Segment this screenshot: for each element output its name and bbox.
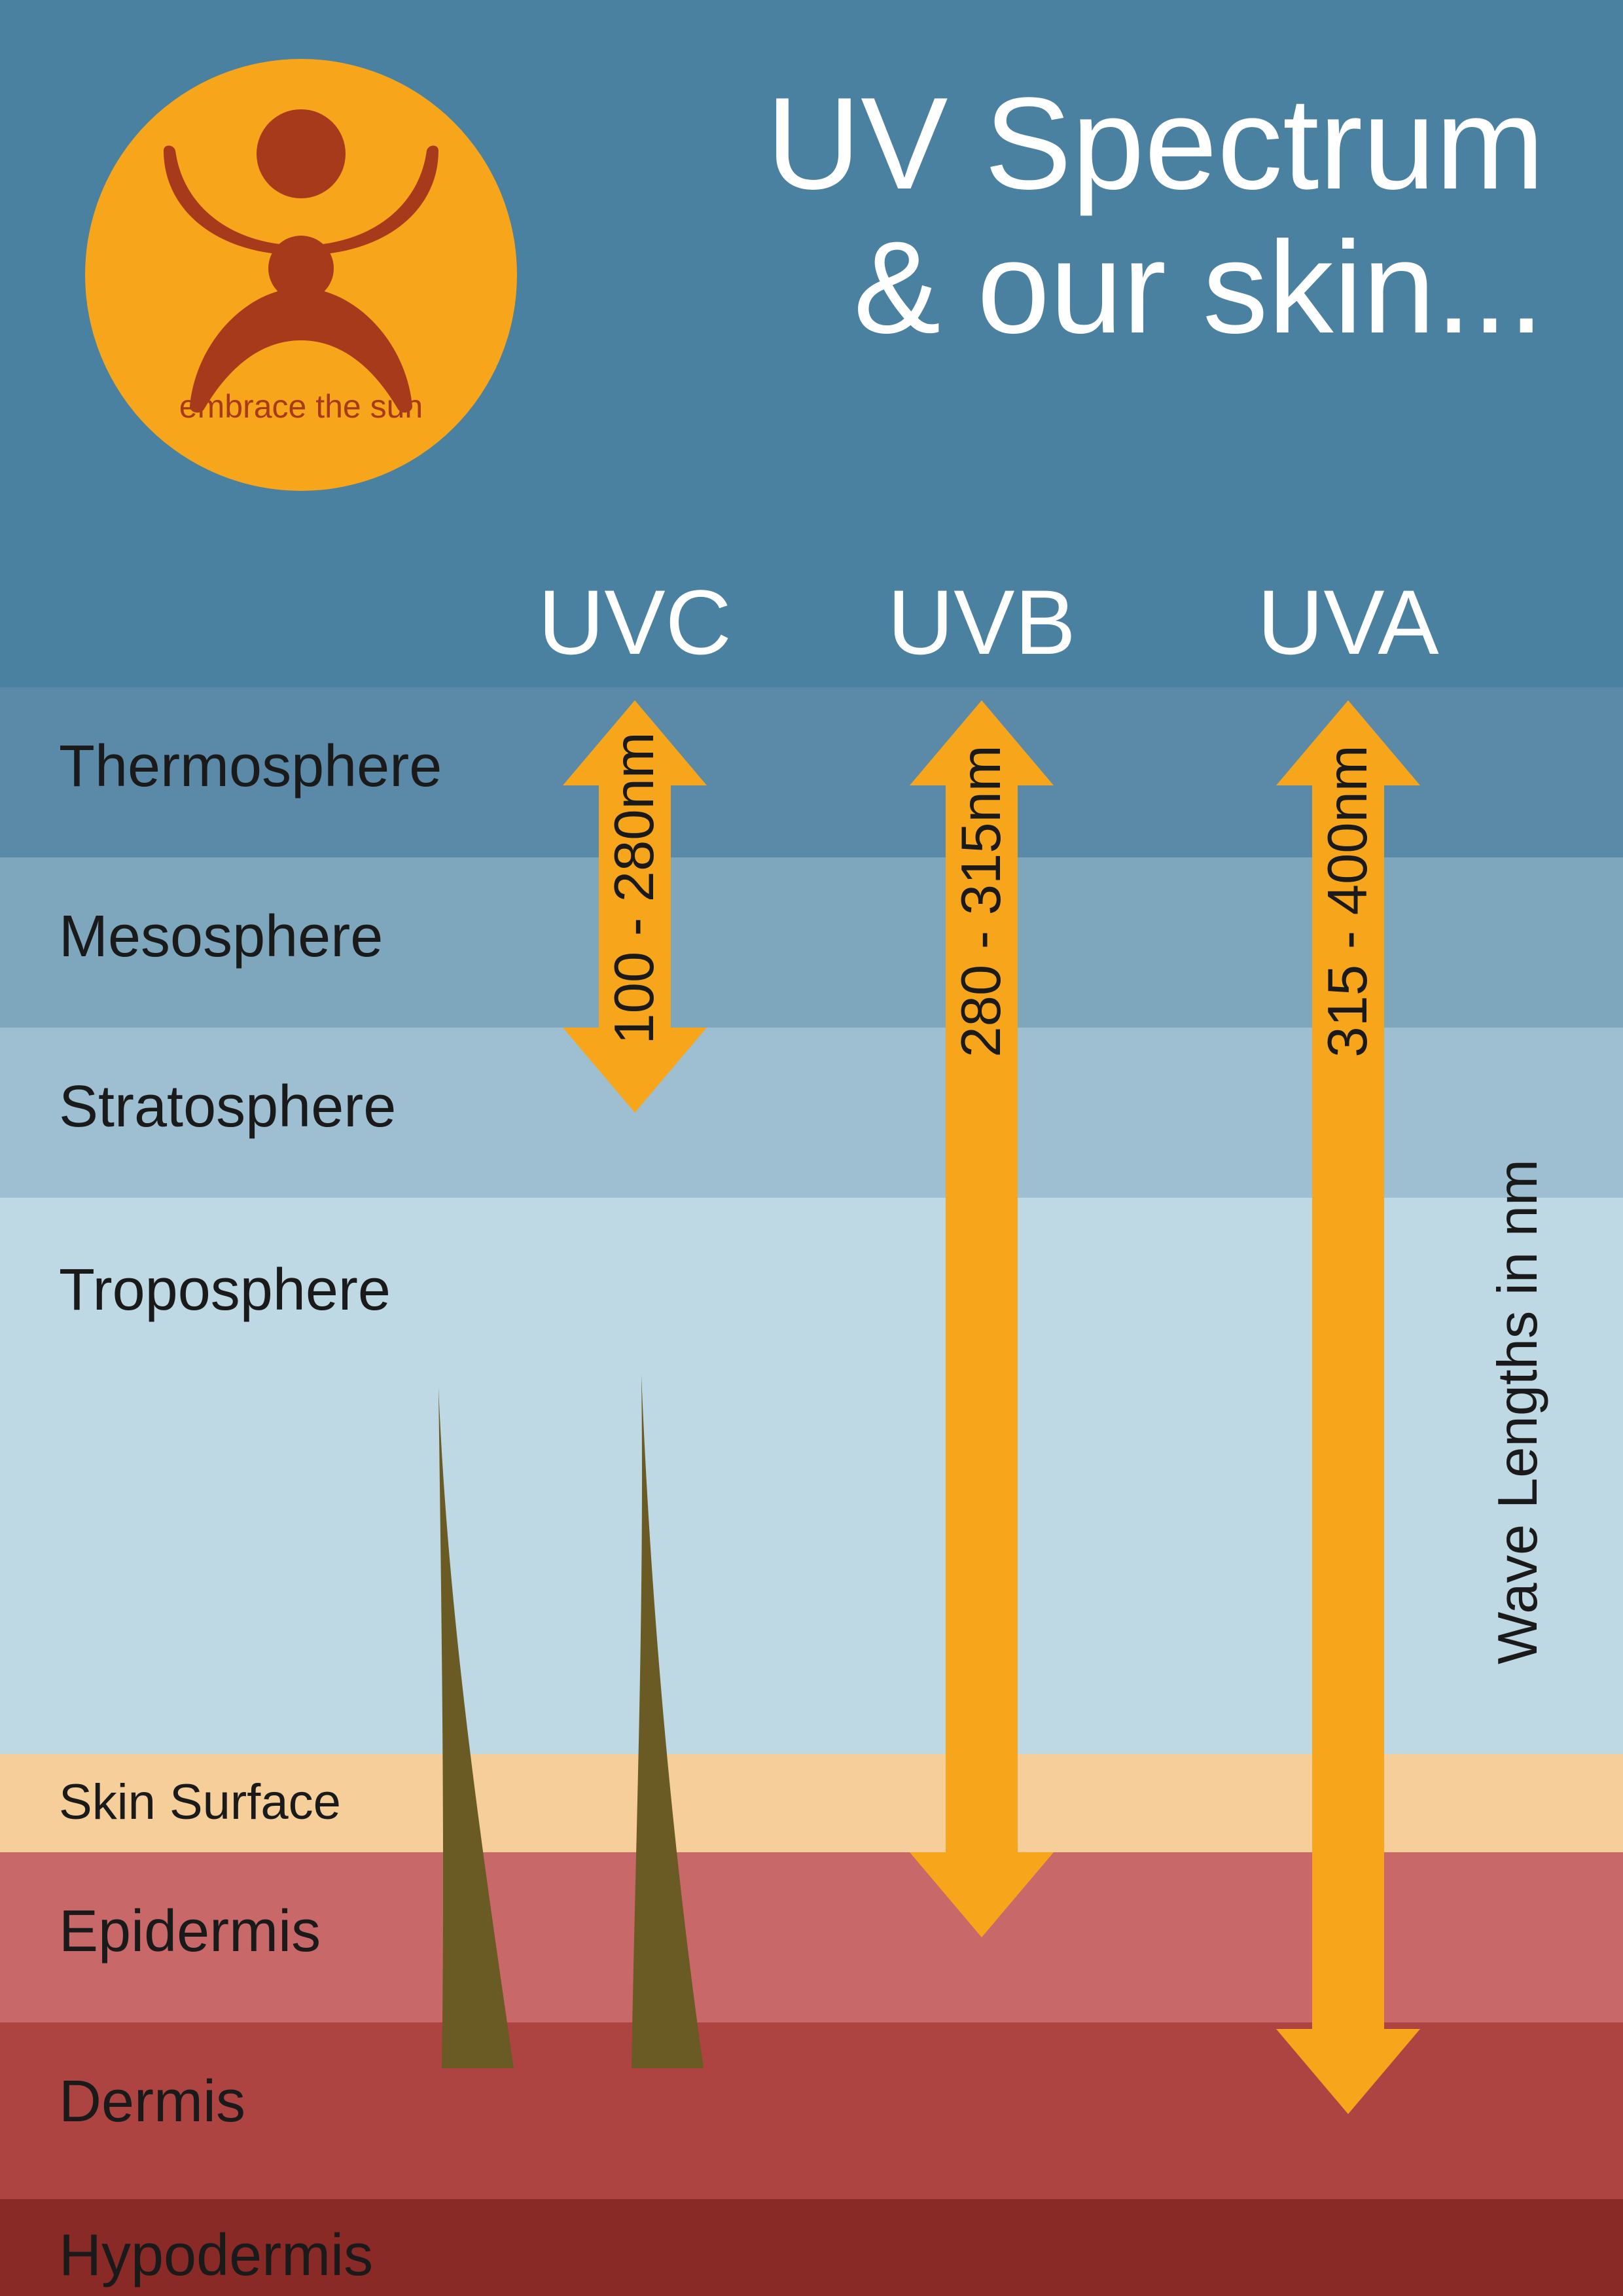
layer-label-thermosphere: Thermosphere: [59, 733, 442, 800]
layer-label-dermis: Dermis: [59, 2068, 245, 2136]
uv-label-uva: UVA: [1217, 569, 1479, 675]
layer-label-mesosphere: Mesosphere: [59, 903, 383, 971]
layer-label-stratosphere: Stratosphere: [59, 1073, 396, 1141]
uv-label-uvc: UVC: [504, 569, 766, 675]
hair-2: [622, 1374, 713, 2068]
layer-label-hypodermis: Hypodermis: [59, 2222, 373, 2289]
layer-label-troposphere: Troposphere: [59, 1257, 391, 1324]
logo-figure-icon: [85, 59, 517, 491]
layer-label-skin-surface: Skin Surface: [59, 1774, 341, 1831]
logo-sun: embrace the sun: [85, 59, 517, 491]
title-line2: & our skin...: [853, 215, 1544, 361]
wavelength-uva: 315 - 400nm: [1316, 705, 1380, 1098]
logo-tagline: embrace the sun: [179, 387, 423, 425]
wavelength-uvb: 280 - 315nm: [950, 705, 1014, 1098]
layer-label-epidermis: Epidermis: [59, 1898, 321, 1965]
hair-1: [432, 1388, 524, 2068]
title-line1: UV Spectrum: [766, 71, 1544, 217]
uv-label-uvb: UVB: [851, 569, 1113, 675]
wavelength-uvc: 100 - 280nm: [603, 692, 667, 1085]
page-title: UV Spectrum& our skin...: [766, 72, 1544, 360]
axis-label-wavelength: Wave Lengths in nm: [1486, 1117, 1550, 1706]
